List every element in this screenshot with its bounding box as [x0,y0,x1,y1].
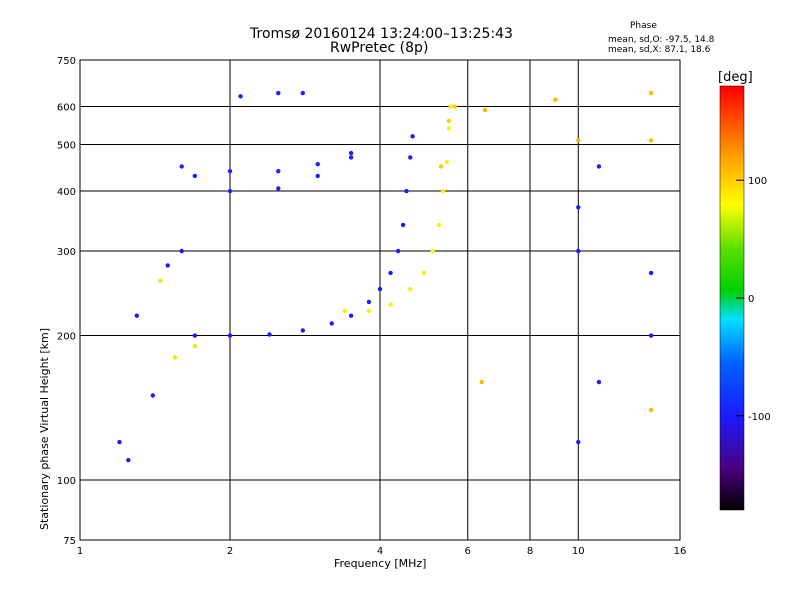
colorbar-tick-label: -100 [748,412,771,423]
x-tick-label: 6 [465,546,471,557]
y-tick-label: 500 [57,141,76,152]
colorbar-unit: deg [723,70,748,85]
data-point [117,439,122,445]
data-point [315,173,320,179]
data-point [479,379,484,385]
data-point [300,90,306,96]
data-point [648,138,654,143]
data-point [134,313,139,318]
data-point [329,321,334,326]
x-tick-label: 2 [227,546,233,557]
x-tick-label: 4 [377,546,383,557]
data-point [446,118,452,124]
data-point [172,355,178,360]
data-point [276,168,281,174]
data-point [596,164,602,169]
data-point [366,299,372,305]
data-point [150,393,156,398]
data-point [648,333,654,338]
data-point [238,94,243,99]
x-tick-label: 10 [572,546,585,557]
data-point [576,248,581,254]
data-point [348,313,354,318]
data-point [438,164,444,169]
data-point [267,332,272,337]
data-point [576,439,581,445]
x-tick-label: 16 [674,546,687,557]
data-point [648,270,654,276]
chart-title: Tromsø 20160124 13:24:00–13:25:43 [250,26,513,42]
colorbar-label: [deg] [718,70,753,85]
data-point [395,248,401,254]
data-point [300,328,306,333]
data-traces [117,90,654,463]
data-point [276,186,281,191]
y-tick-label: 200 [57,332,76,343]
data-point [444,159,450,165]
data-point [366,308,372,314]
data-point [421,270,427,276]
data-point [410,134,415,139]
data-point [348,150,354,156]
x-axis-label: Frequency [MHz] [334,557,427,570]
data-point [452,104,457,109]
phase-heading: Phase [630,21,657,31]
data-point [408,286,413,292]
data-point [179,248,184,254]
data-point [596,379,602,385]
data-point [553,97,558,102]
grid [80,60,680,540]
data-point [192,173,198,179]
data-point [158,278,163,284]
data-point [388,270,393,276]
y-tick-label: 400 [57,187,76,198]
chart-subtitle: RwPretec (8p) [330,40,429,56]
phase-mean-x: mean, sd,X: 87.1, 18.6 [608,45,711,55]
data-point [377,286,383,292]
data-point [404,188,409,194]
y-tick-label: 100 [57,476,76,487]
data-point [648,90,654,96]
data-point [227,168,233,174]
data-point [576,138,581,143]
x-tick-label: 1 [77,546,83,557]
y-tick-label: 75 [63,536,76,547]
data-point [430,248,435,254]
y-axis: 75 100 200 300 400 500 600 750 [57,56,76,547]
data-point [192,333,198,338]
data-point [400,222,406,228]
data-point [126,457,131,463]
data-point [227,333,233,338]
phase-mean-o: mean, sd,O: -97.5, 14.8 [608,35,715,45]
y-tick-label: 600 [57,103,76,114]
y-tick-label: 750 [57,56,76,67]
colorbar-ticks: 100 0 -100 [736,176,771,423]
colorbar-tick-label: 0 [748,294,754,305]
data-point [388,302,393,307]
data-point [576,205,581,210]
data-point [348,155,354,160]
data-point [482,107,488,113]
data-point [165,263,170,268]
data-point [408,155,413,160]
x-tick-label: 8 [527,546,533,557]
y-axis-label: Stationary phase Virtual Height [km] [38,327,51,530]
data-point [446,126,452,131]
data-point [227,188,233,194]
data-point [276,90,281,96]
data-point [315,161,320,167]
data-point [179,164,184,169]
data-point [342,308,348,314]
y-tick-label: 300 [57,247,76,258]
data-point [448,104,454,109]
colorbar-tick-label: 100 [748,176,767,187]
data-point [436,222,442,228]
x-axis: 1 2 4 6 8 10 16 [77,546,687,557]
data-point [648,407,654,413]
data-point [192,344,198,349]
data-point [440,188,446,194]
